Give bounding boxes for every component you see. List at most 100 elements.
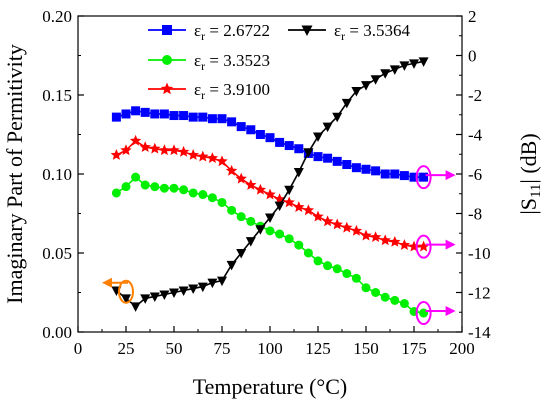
data-point-star — [264, 188, 276, 200]
data-point-square — [131, 106, 141, 116]
data-point-square — [236, 122, 246, 132]
x-tick-label: 150 — [353, 339, 379, 358]
data-point-square — [255, 130, 265, 139]
y-left-tick-label: 0.10 — [42, 165, 72, 184]
data-point-square — [265, 133, 275, 143]
data-point-triangle — [418, 57, 429, 67]
data-point-star — [177, 145, 190, 157]
annotation-arrow-head — [445, 239, 456, 250]
data-point-triangle — [389, 65, 400, 75]
y-right-tick-label: -2 — [468, 86, 482, 105]
data-point-star — [158, 144, 171, 156]
y-right-tick-label: -6 — [468, 165, 482, 184]
data-point-star — [379, 234, 391, 246]
data-point-star — [283, 196, 295, 208]
data-point-triangle — [226, 260, 237, 271]
annotation-arrow-head — [445, 170, 456, 181]
data-point-square — [380, 169, 390, 179]
data-point-star — [331, 218, 343, 230]
annotation-ellipse-arrow — [415, 234, 456, 259]
x-axis-label: Temperature (°C) — [193, 374, 347, 399]
data-point-circle — [162, 55, 172, 65]
data-point-circle — [179, 185, 189, 195]
data-point-square — [342, 160, 352, 170]
data-point-triangle — [370, 75, 381, 85]
y-left-tick-label: 0.00 — [42, 323, 72, 342]
data-point-star — [129, 134, 142, 146]
annotation-ellipse — [415, 301, 432, 326]
series-3 — [110, 134, 430, 252]
data-point-circle — [390, 295, 400, 305]
data-point-star — [197, 150, 209, 162]
data-point-star — [235, 172, 247, 184]
data-point-star — [360, 229, 372, 241]
data-point-circle — [361, 283, 371, 293]
data-point-square — [371, 166, 381, 176]
data-point-square — [207, 114, 217, 124]
annotation-ellipse-arrow — [102, 277, 134, 304]
annotation-ellipse — [415, 165, 432, 190]
data-point-circle — [246, 216, 256, 226]
x-tick-label: 125 — [305, 339, 331, 358]
data-point-star — [302, 204, 315, 216]
data-point-square — [399, 171, 409, 181]
data-point-square — [159, 109, 169, 119]
data-point-square — [409, 172, 419, 182]
data-point-square — [246, 125, 256, 135]
data-point-circle — [188, 188, 198, 198]
data-point-circle — [169, 183, 179, 193]
data-point-square — [162, 25, 172, 35]
data-point-circle — [371, 288, 381, 297]
data-point-circle — [399, 299, 409, 309]
legend-item-2: εr = 3.3523 — [148, 51, 270, 73]
data-point-square — [217, 114, 227, 124]
ticks-layer: 0 25 50 75 100 125 150 175 200 0.00 0.05 0.10 0.15 0.… — [42, 7, 491, 358]
y-left-tick-label: 0.05 — [42, 244, 72, 263]
data-point-triangle — [207, 278, 218, 289]
data-point-triangle — [284, 185, 295, 196]
series-line — [115, 60, 424, 308]
data-point-circle — [150, 182, 160, 192]
data-point-triangle — [149, 292, 160, 302]
data-point-square — [351, 163, 361, 173]
x-tick-label: 75 — [214, 339, 231, 358]
data-point-triangle — [265, 213, 275, 223]
data-point-square — [332, 156, 342, 166]
data-point-star — [312, 210, 324, 222]
data-point-circle — [159, 183, 169, 193]
legend-item-4: εr = 3.5364 — [288, 21, 410, 43]
data-point-triangle — [303, 148, 314, 158]
legend-label: εr = 2.6722 — [194, 21, 270, 43]
y-right-tick-label: 2 — [468, 7, 477, 26]
series-4 — [111, 57, 429, 312]
data-point-star — [341, 221, 353, 233]
data-point-star — [350, 224, 363, 236]
annotation-layer — [102, 165, 456, 326]
data-point-triangle — [178, 286, 189, 297]
data-point-triangle — [255, 225, 266, 235]
data-point-square — [361, 164, 371, 174]
data-point-star — [206, 152, 219, 164]
series-1 — [111, 106, 429, 182]
data-point-triangle — [159, 290, 170, 300]
x-tick-label: 100 — [257, 339, 283, 358]
data-point-circle — [380, 292, 390, 302]
data-point-star — [168, 144, 180, 156]
legend: εr = 2.6722 εr = 3.3523 εr = 3.9100 εr = 3.… — [148, 21, 410, 102]
data-point-star — [149, 142, 161, 154]
annotation-ellipse — [118, 279, 134, 304]
data-point-circle — [198, 190, 208, 200]
data-point-square — [419, 172, 429, 182]
data-point-circle — [294, 240, 304, 250]
data-point-triangle — [140, 294, 151, 304]
y-left-tick-label: 0.20 — [42, 7, 72, 26]
data-point-triangle — [380, 69, 391, 79]
legend-item-3: εr = 3.9100 — [148, 80, 270, 102]
data-point-circle — [313, 256, 323, 266]
data-point-star — [321, 215, 334, 227]
data-point-circle — [131, 172, 141, 182]
data-point-square — [323, 153, 333, 163]
y-axis-right-label: |S11| (dB) — [516, 133, 544, 214]
legend-item-1: εr = 2.6722 — [148, 21, 270, 43]
